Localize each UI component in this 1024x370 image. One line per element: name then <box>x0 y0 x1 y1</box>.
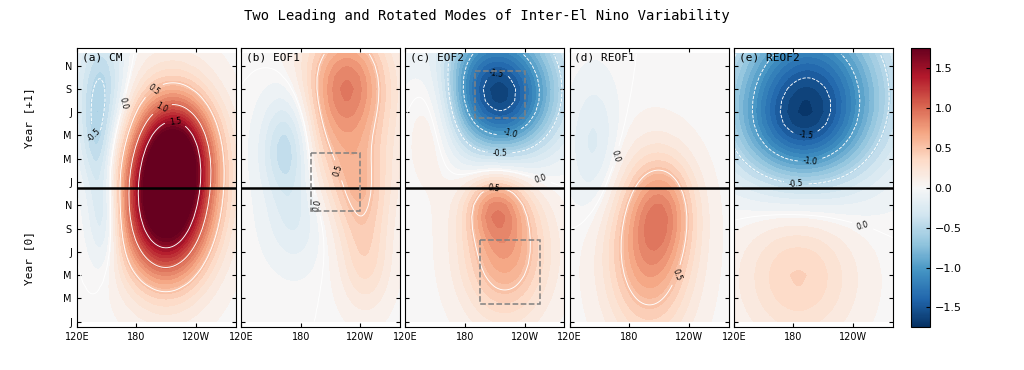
Text: (b) EOF1: (b) EOF1 <box>246 52 300 62</box>
Text: -0.5: -0.5 <box>788 178 804 189</box>
Text: -1.0: -1.0 <box>502 127 518 140</box>
Text: 0.0: 0.0 <box>610 149 622 163</box>
Text: (a) CM: (a) CM <box>82 52 122 62</box>
Bar <box>310 153 360 211</box>
Text: 1.5: 1.5 <box>169 116 182 127</box>
Text: -1.5: -1.5 <box>799 130 814 141</box>
Text: 0.5: 0.5 <box>332 163 344 178</box>
Text: Year [+1]: Year [+1] <box>24 88 34 148</box>
Text: -0.5: -0.5 <box>493 148 508 158</box>
Text: 0.0: 0.0 <box>856 219 869 232</box>
Text: 0.5: 0.5 <box>487 183 501 193</box>
Text: -1.5: -1.5 <box>487 68 504 79</box>
Text: 0.0: 0.0 <box>118 97 129 110</box>
Bar <box>475 71 524 118</box>
Bar <box>480 240 540 304</box>
Text: 0.5: 0.5 <box>145 83 161 97</box>
Text: 0.5: 0.5 <box>671 268 683 282</box>
Text: Year [0]: Year [0] <box>24 231 34 285</box>
Text: Two Leading and Rotated Modes of Inter-El Nino Variability: Two Leading and Rotated Modes of Inter-E… <box>244 9 729 23</box>
Text: (c) EOF2: (c) EOF2 <box>410 52 464 62</box>
Text: -0.5: -0.5 <box>86 127 102 144</box>
Text: 0.0: 0.0 <box>534 173 548 185</box>
Text: 0.0: 0.0 <box>312 198 324 212</box>
Text: (e) REOF2: (e) REOF2 <box>738 52 800 62</box>
Text: -1.0: -1.0 <box>803 156 818 166</box>
Text: (d) REOF1: (d) REOF1 <box>574 52 635 62</box>
Text: 1.0: 1.0 <box>154 101 169 114</box>
